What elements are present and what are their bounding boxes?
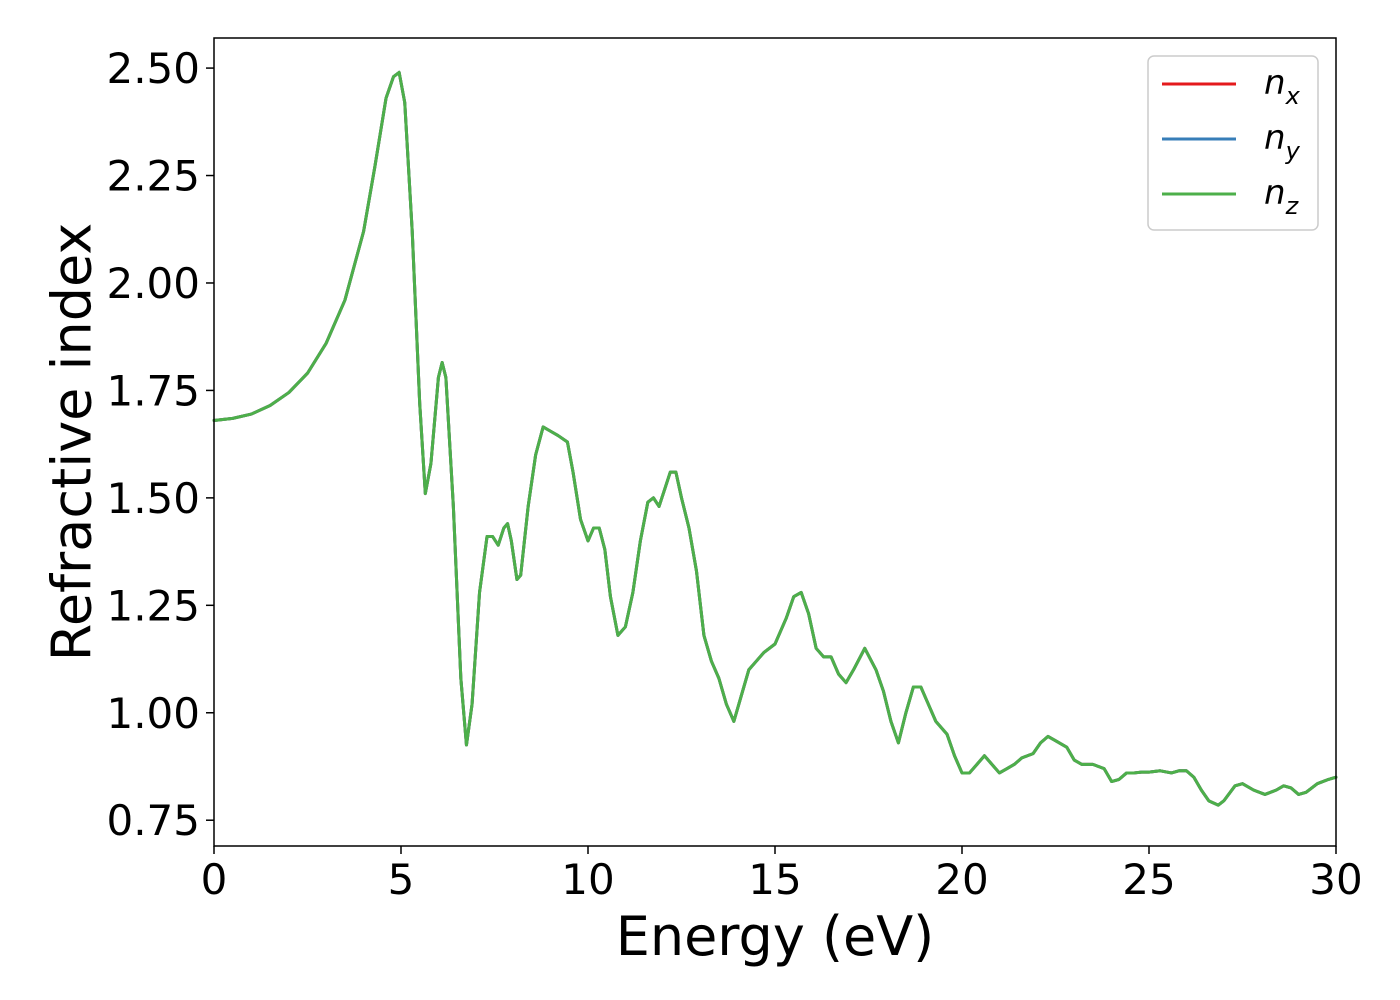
x-tick-label: 30	[1309, 855, 1362, 904]
y-tick-label: 2.25	[106, 152, 200, 201]
legend-label-n-y: ny	[1264, 118, 1301, 165]
x-tick-label: 20	[935, 855, 988, 904]
legend-label-n-x: nx	[1264, 63, 1301, 110]
legend-label-sub: z	[1285, 192, 1300, 220]
y-tick-label: 2.00	[106, 259, 200, 308]
y-axis-ticks: 0.75 1.00 1.25 1.50 1.75 2.00 2.25 2.50	[106, 44, 214, 845]
x-tick-label: 25	[1122, 855, 1175, 904]
legend-label-sub: y	[1285, 137, 1301, 165]
y-tick-label: 1.75	[106, 366, 200, 415]
y-tick-label: 1.00	[106, 689, 200, 738]
y-tick-label: 2.50	[106, 44, 200, 93]
x-tick-label: 0	[201, 855, 228, 904]
legend-label-main: n	[1264, 63, 1286, 103]
y-tick-label: 1.25	[106, 581, 200, 630]
legend-box	[1147, 55, 1319, 231]
x-tick-label: 5	[388, 855, 415, 904]
y-tick-label: 0.75	[106, 796, 200, 845]
series-line-n-z	[212, 70, 1338, 807]
x-tick-label: 10	[561, 855, 614, 904]
series-layer	[212, 70, 1338, 807]
y-tick-label: 1.50	[106, 474, 200, 523]
legend-label-sub: x	[1285, 82, 1301, 110]
legend-label-main: n	[1264, 118, 1286, 158]
legend-label-main: n	[1264, 173, 1286, 213]
legend-label-n-z: nz	[1264, 173, 1300, 220]
x-axis-ticks: 0 5 10 15 20 25 30	[201, 846, 1363, 904]
x-axis-title: Energy (eV)	[616, 905, 935, 968]
x-tick-label: 15	[748, 855, 801, 904]
y-axis-title: Refractive index	[41, 223, 104, 662]
